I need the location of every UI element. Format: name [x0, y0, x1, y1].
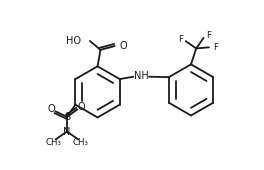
Text: CH₃: CH₃	[72, 138, 88, 147]
Text: N: N	[63, 126, 71, 137]
Text: HO: HO	[66, 36, 81, 46]
Text: CH₃: CH₃	[46, 138, 62, 147]
Text: S: S	[64, 112, 70, 122]
Text: F: F	[178, 35, 183, 44]
Text: F: F	[213, 43, 218, 52]
Text: O: O	[48, 104, 55, 114]
Text: O: O	[120, 41, 127, 51]
Text: O: O	[78, 103, 85, 113]
Text: NH: NH	[134, 71, 149, 81]
Text: F: F	[206, 31, 211, 40]
